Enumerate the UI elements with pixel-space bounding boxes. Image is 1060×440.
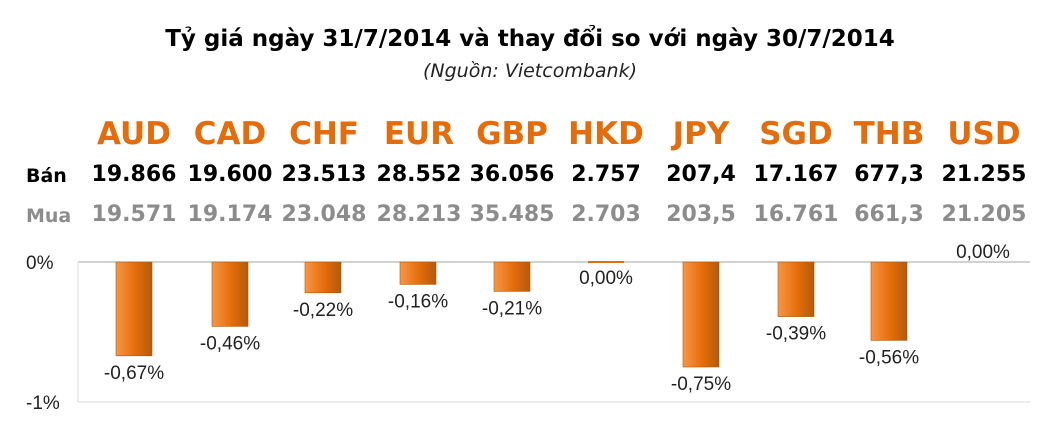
ban-value-usd: 21.255 [941,162,1027,187]
currency-code-hkd: HKD [568,116,644,152]
data-label-chf: -0,22% [293,300,353,321]
bar-cad [211,261,249,327]
data-label-gbp: -0,21% [482,298,542,319]
bar-chf [304,261,342,294]
currency-code-gbp: GBP [476,116,548,152]
currency-code-aud: AUD [97,116,171,152]
currency-code-thb: THB [853,116,925,152]
bar-eur [399,261,437,285]
mua-value-thb: 661,3 [854,202,924,227]
ban-value-cad: 19.600 [187,162,273,187]
row-label-mua: Mua [26,205,72,227]
y-tick-label: 0% [26,253,54,274]
data-label-aud: -0,67% [104,363,164,384]
ban-value-sgd: 17.167 [753,162,839,187]
bar-aud [115,261,153,357]
data-label-eur: -0,16% [388,291,448,312]
ban-value-gbp: 36.056 [469,162,555,187]
mua-value-gbp: 35.485 [469,202,555,227]
ban-value-hkd: 2.757 [571,162,641,187]
row-label-ban: Bán [26,165,67,187]
mua-value-usd: 21.205 [941,202,1027,227]
mua-value-aud: 19.571 [91,202,177,227]
data-label-usd: 0,00% [956,242,1010,263]
data-label-cad: -0,46% [200,333,260,354]
mua-value-sgd: 16.761 [753,202,839,227]
currency-code-jpy: JPY [672,116,730,152]
bar-gbp [493,261,531,292]
data-label-thb: -0,56% [859,347,919,368]
bar-thb [870,261,908,341]
ban-value-jpy: 207,4 [666,162,736,187]
ban-value-chf: 23.513 [281,162,367,187]
mua-value-hkd: 2.703 [571,202,641,227]
currency-code-chf: CHF [289,116,359,152]
currency-code-sgd: SGD [759,116,833,152]
y-tick-label: -1% [26,393,60,414]
data-label-hkd: 0,00% [579,268,633,289]
ban-value-thb: 677,3 [854,162,924,187]
chart-title: Tỷ giá ngày 31/7/2014 và thay đổi so với… [165,26,895,52]
mua-value-chf: 23.048 [281,202,367,227]
currency-code-cad: CAD [193,116,267,152]
bar-sgd [777,261,815,317]
bar-hkd [588,261,624,263]
ban-value-eur: 28.552 [376,162,462,187]
mua-value-jpy: 203,5 [666,202,736,227]
currency-code-usd: USD [947,116,1021,152]
mua-value-cad: 19.174 [187,202,273,227]
currency-code-eur: EUR [383,116,455,152]
mua-value-eur: 28.213 [376,202,462,227]
ban-value-aud: 19.866 [91,162,177,187]
bar-jpy [682,261,720,368]
data-label-sgd: -0,39% [766,324,826,345]
data-label-jpy: -0,75% [671,374,731,395]
chart-source: (Nguồn: Vietcombank) [423,60,637,82]
